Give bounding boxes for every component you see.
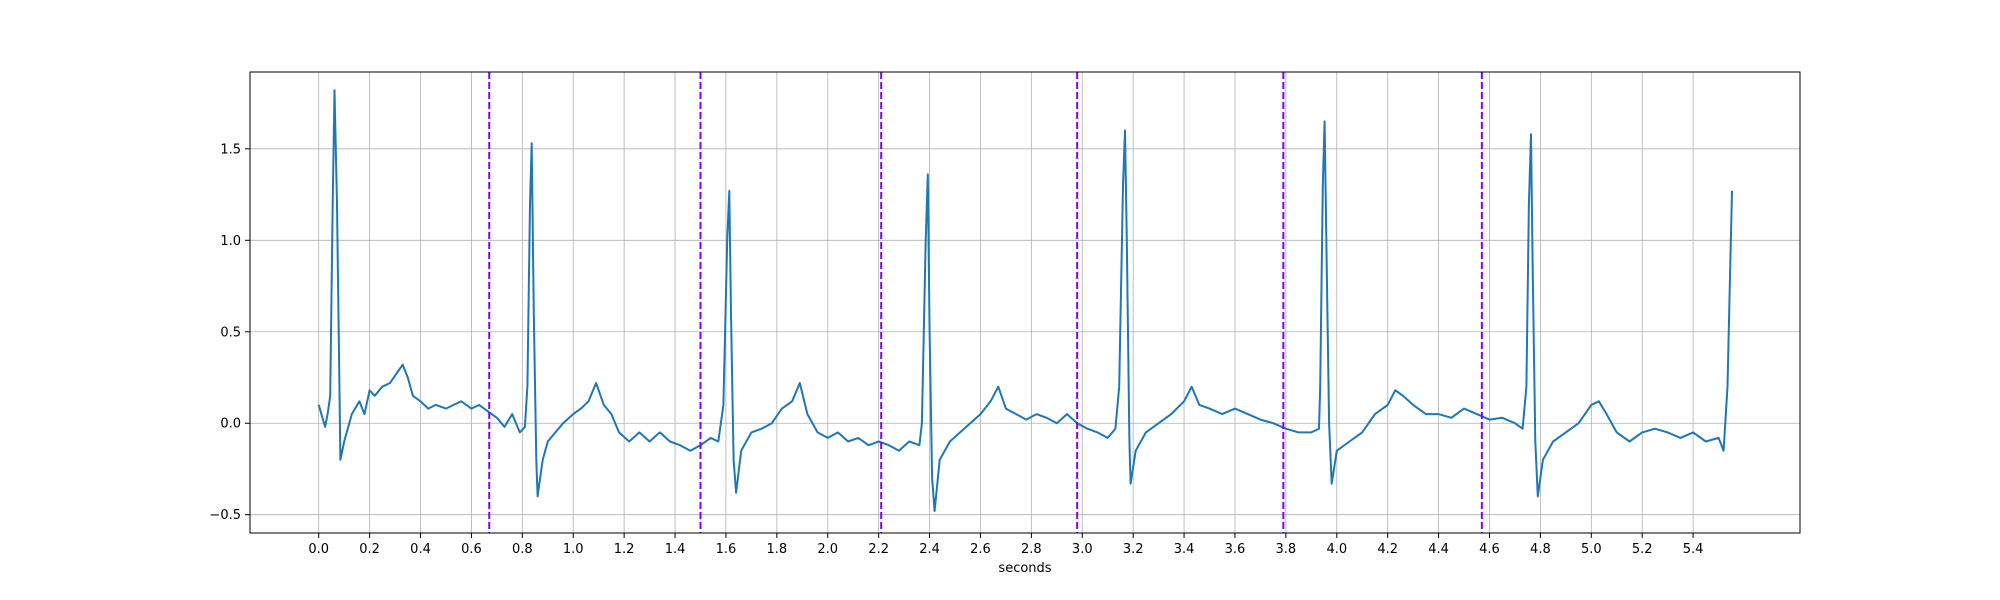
x-tick-label: 2.8	[1021, 542, 1042, 557]
x-tick-label: 3.2	[1123, 542, 1144, 557]
y-tick-label: 0.0	[220, 417, 241, 432]
x-tick-label: 3.0	[1072, 542, 1093, 557]
y-tick-label: 0.5	[220, 325, 241, 340]
x-tick-label: 0.2	[359, 542, 380, 557]
x-tick-label: 2.6	[970, 542, 991, 557]
x-tick-label: 5.0	[1581, 542, 1602, 557]
x-tick-label: 4.2	[1377, 542, 1398, 557]
x-axis-title: seconds	[998, 561, 1051, 576]
x-tick-label: 1.2	[614, 542, 635, 557]
x-tick-label: 2.0	[817, 542, 838, 557]
y-axis-ticks: −0.5 0.0 0.5 1.0 1.5	[209, 142, 250, 523]
x-tick-label: 3.4	[1174, 542, 1195, 557]
x-tick-label: 4.6	[1479, 542, 1500, 557]
x-tick-label: 1.8	[767, 542, 788, 557]
y-tick-label: −0.5	[209, 508, 241, 523]
event-markers	[488, 72, 1483, 533]
x-tick-label: 3.6	[1225, 542, 1246, 557]
signal-series	[317, 89, 1733, 512]
x-tick-label: 5.4	[1683, 542, 1704, 557]
x-axis-ticks: 0.0 0.2 0.4 0.6 0.8 1.0 1.2 1.4 1.6 1.8 2.0 2.2 2.4 2…	[308, 533, 1703, 557]
x-tick-label: 2.2	[868, 542, 889, 557]
x-tick-label: 4.0	[1326, 542, 1347, 557]
x-tick-label: 0.4	[410, 542, 431, 557]
x-tick-label: 4.8	[1530, 542, 1551, 557]
x-tick-label: 2.4	[919, 542, 940, 557]
x-tick-label: 0.6	[461, 542, 482, 557]
signal-line	[317, 89, 1733, 512]
x-tick-label: 0.8	[512, 542, 533, 557]
x-tick-label: 1.4	[665, 542, 686, 557]
x-tick-label: 0.0	[308, 542, 329, 557]
y-tick-label: 1.0	[220, 234, 241, 249]
x-tick-label: 1.0	[563, 542, 584, 557]
x-tick-label: 3.8	[1276, 542, 1297, 557]
y-tick-label: 1.5	[220, 142, 241, 157]
plot-area-frame	[249, 71, 1801, 534]
x-tick-label: 5.2	[1632, 542, 1653, 557]
x-tick-label: 4.4	[1428, 542, 1449, 557]
x-tick-label: 1.6	[716, 542, 737, 557]
